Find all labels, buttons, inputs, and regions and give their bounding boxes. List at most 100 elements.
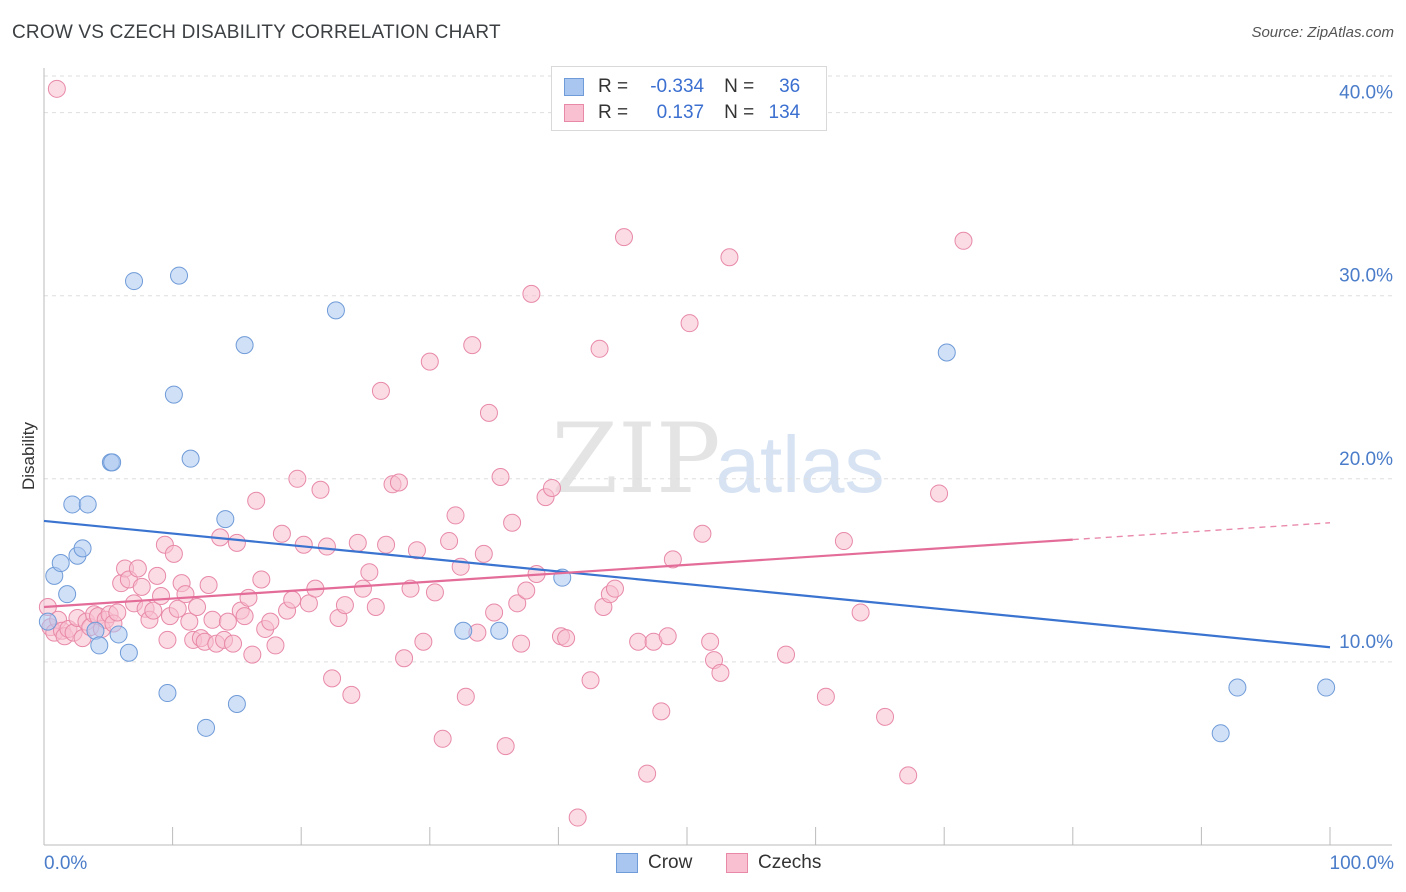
data-point bbox=[395, 649, 414, 668]
data-point bbox=[103, 453, 122, 472]
data-point bbox=[522, 284, 541, 303]
legend-r-label: R = bbox=[598, 76, 629, 97]
data-point bbox=[454, 621, 473, 640]
data-point bbox=[490, 621, 509, 640]
y-axis-label: Disability bbox=[19, 421, 38, 490]
data-point bbox=[235, 336, 254, 355]
legend-n-value: 36 bbox=[779, 76, 801, 97]
y-tick-label: 40.0% bbox=[1339, 83, 1393, 104]
data-point bbox=[164, 544, 183, 563]
data-point bbox=[243, 645, 262, 664]
data-point bbox=[479, 403, 498, 422]
series-crow bbox=[38, 266, 1336, 743]
data-point bbox=[164, 385, 183, 404]
data-point bbox=[937, 343, 956, 362]
x-tick-label-max: 100.0% bbox=[1330, 853, 1395, 874]
bottom-legend-crow: Crow bbox=[616, 852, 692, 874]
data-point bbox=[78, 495, 97, 514]
data-point bbox=[158, 630, 177, 649]
data-point bbox=[216, 510, 235, 529]
data-point bbox=[63, 495, 82, 514]
bottom-legend-label-czechs: Czechs bbox=[758, 852, 822, 873]
data-point bbox=[414, 632, 433, 651]
data-point bbox=[816, 687, 835, 706]
data-point bbox=[503, 513, 522, 532]
data-point bbox=[638, 764, 657, 783]
legend: R = -0.334 N = 36 R = 0.137 N = 134 bbox=[551, 66, 827, 131]
data-point bbox=[542, 478, 561, 497]
data-point bbox=[851, 603, 870, 622]
data-point bbox=[512, 634, 531, 653]
data-point bbox=[366, 597, 385, 616]
data-point bbox=[834, 532, 853, 551]
data-point bbox=[326, 301, 345, 320]
data-point bbox=[227, 695, 246, 714]
data-point bbox=[463, 336, 482, 355]
data-point bbox=[168, 599, 187, 618]
y-tick-label: 20.0% bbox=[1339, 449, 1393, 470]
data-point bbox=[680, 314, 699, 333]
data-point bbox=[899, 766, 918, 785]
data-point bbox=[1211, 724, 1230, 743]
data-point bbox=[132, 577, 151, 596]
data-point bbox=[73, 539, 92, 558]
data-point bbox=[508, 594, 527, 613]
data-point bbox=[590, 339, 609, 358]
x-tick-label-min: 0.0% bbox=[44, 853, 87, 874]
data-point bbox=[930, 484, 949, 503]
data-point bbox=[170, 266, 189, 285]
x-tick-labels: 0.0% 100.0% bbox=[44, 853, 1394, 874]
grid bbox=[44, 75, 1392, 663]
data-point bbox=[348, 533, 367, 552]
data-point bbox=[720, 248, 739, 267]
data-point bbox=[777, 645, 796, 664]
data-point bbox=[629, 632, 648, 651]
data-point bbox=[440, 532, 459, 551]
data-point bbox=[581, 671, 600, 690]
bottom-legend-czechs: Czechs bbox=[726, 852, 821, 874]
data-point bbox=[433, 729, 452, 748]
data-point bbox=[108, 603, 127, 622]
data-point bbox=[335, 596, 354, 615]
legend-r-value: -0.334 bbox=[650, 76, 705, 97]
data-point bbox=[199, 576, 218, 595]
legend-r-label: R = bbox=[598, 102, 629, 123]
data-point bbox=[377, 535, 396, 554]
data-point bbox=[491, 467, 510, 486]
legend-swatch-czechs bbox=[564, 104, 584, 122]
trend-line-czechs-extension bbox=[1072, 522, 1331, 541]
data-point bbox=[652, 702, 671, 721]
data-point bbox=[323, 669, 342, 688]
data-point bbox=[288, 469, 307, 488]
trend-lines bbox=[43, 519, 1331, 649]
data-point bbox=[401, 579, 420, 598]
series-czechs bbox=[38, 79, 973, 827]
legend-swatch-crow bbox=[564, 78, 584, 96]
data-point bbox=[605, 579, 624, 598]
trend-line-czechs bbox=[43, 538, 1073, 609]
data-point bbox=[261, 612, 280, 631]
data-point bbox=[148, 566, 167, 585]
data-point bbox=[266, 636, 285, 655]
y-tick-label: 30.0% bbox=[1339, 266, 1393, 287]
trend-line-crow bbox=[43, 519, 1331, 649]
data-point bbox=[239, 588, 258, 607]
data-point bbox=[294, 535, 313, 554]
data-point bbox=[317, 537, 336, 556]
data-point bbox=[224, 634, 243, 653]
legend-n-label: N = bbox=[724, 102, 755, 123]
data-point bbox=[227, 533, 246, 552]
bottom-legend-swatch-crow bbox=[616, 853, 638, 873]
data-point bbox=[197, 718, 216, 737]
data-point bbox=[342, 685, 361, 704]
data-point bbox=[218, 612, 237, 631]
data-point bbox=[158, 684, 177, 703]
data-point bbox=[203, 610, 222, 629]
y-tick-label: 10.0% bbox=[1339, 632, 1393, 653]
legend-n-value: 134 bbox=[768, 102, 801, 123]
legend-r-value: 0.137 bbox=[656, 102, 705, 123]
data-point bbox=[420, 352, 439, 371]
data-point bbox=[389, 473, 408, 492]
data-point bbox=[109, 625, 128, 644]
data-point bbox=[446, 506, 465, 525]
